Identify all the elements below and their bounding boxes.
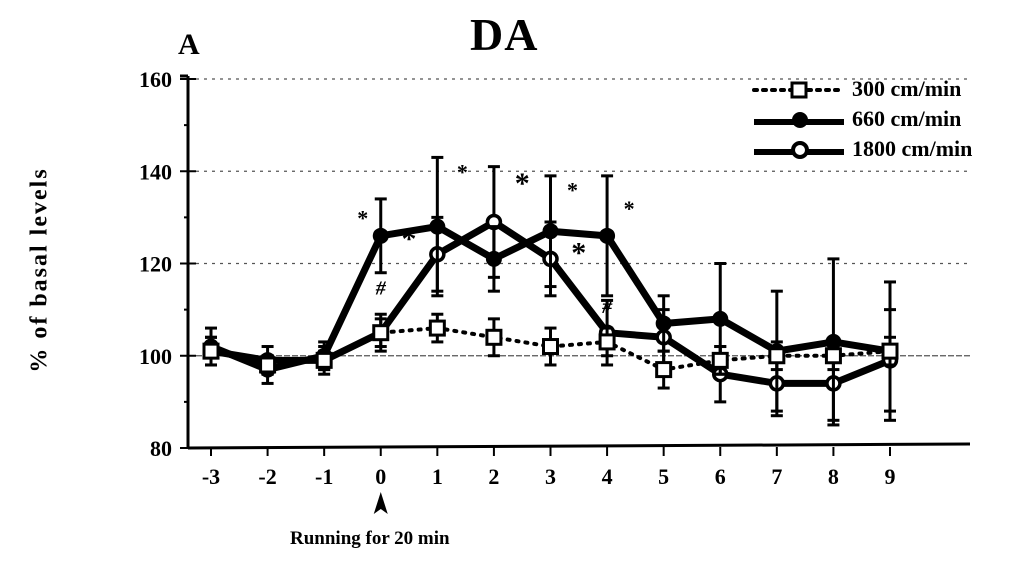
significance-asterisk: *	[567, 178, 578, 203]
y-tick-label: 160	[139, 67, 172, 92]
axes: 80 100 120 140 160 -3 -2 -1 0 1 2 3 4 5 6 7 8 9	[139, 67, 971, 514]
y-tick-label: 140	[139, 159, 172, 184]
open-square-marker-icon	[372, 324, 390, 342]
significance-asterisk: *	[357, 205, 368, 230]
x-tick-label: -3	[202, 464, 220, 489]
legend-label: 300 cm/min	[852, 76, 962, 101]
x-tick-label: 7	[771, 464, 782, 489]
significance-asterisk: *	[571, 236, 586, 269]
x-tick-label: -2	[258, 464, 276, 489]
x-tick-label: 8	[828, 464, 839, 489]
x-tick-label: 5	[658, 464, 669, 489]
y-tick-label: 100	[139, 344, 172, 369]
y-tick-label: 80	[150, 436, 172, 461]
open-square-marker-icon	[824, 347, 842, 365]
running-arrow-icon	[373, 492, 388, 514]
annotation-layer: * * * * * * * # #	[357, 159, 634, 318]
open-square-marker-icon	[655, 361, 673, 379]
filled-circle-marker-icon	[485, 250, 502, 267]
open-square-marker-icon	[542, 338, 559, 356]
open-square-marker-icon	[428, 319, 446, 337]
open-square-marker-icon	[315, 351, 333, 369]
open-square-marker-icon	[768, 347, 786, 365]
series-300-cm-min	[202, 312, 899, 390]
filled-circle-marker-icon	[712, 310, 729, 327]
x-tick-label: 3	[545, 464, 556, 489]
open-square-marker-icon	[711, 351, 729, 369]
significance-asterisk: *	[624, 196, 635, 221]
open-square-marker-icon	[752, 81, 846, 99]
filled-circle-marker-icon	[655, 315, 672, 332]
x-tick-label: 1	[432, 464, 443, 489]
legend-item-1800: 1800 cm/min	[752, 134, 1002, 164]
x-tick-label: 9	[885, 464, 896, 489]
open-square-marker-icon	[202, 342, 220, 360]
filled-circle-marker-icon	[754, 112, 844, 128]
y-tick-label: 120	[139, 252, 172, 277]
filled-circle-marker-icon	[599, 227, 616, 244]
legend-label: 1800 cm/min	[852, 136, 973, 161]
running-annotation: Running for 20 min	[290, 528, 450, 549]
open-square-marker-icon	[598, 333, 616, 351]
chart-title: DA	[470, 9, 539, 60]
x-tick-label: 6	[715, 464, 726, 489]
significance-hash: #	[375, 278, 387, 300]
legend-label: 660 cm/min	[852, 106, 962, 131]
significance-asterisk: *	[457, 159, 468, 184]
open-circle-marker-icon	[754, 141, 844, 159]
legend-item-660: 660 cm/min	[752, 104, 1002, 134]
filled-circle-marker-icon	[542, 223, 559, 240]
x-tick-label: 0	[375, 464, 386, 489]
filled-circle-marker-icon	[372, 227, 389, 244]
filled-circle-marker-icon	[429, 218, 446, 235]
panel-label: A	[178, 28, 200, 61]
significance-asterisk: *	[402, 222, 417, 255]
open-square-marker-icon	[485, 328, 503, 346]
open-square-marker-icon	[259, 356, 277, 374]
x-tick-label: 4	[602, 464, 613, 489]
significance-hash: #	[601, 296, 613, 318]
legend-item-300: 300 cm/min	[752, 74, 1002, 104]
legend: 300 cm/min 660 cm/min 1800 cm/min	[752, 74, 1002, 164]
series-layer	[202, 155, 899, 427]
open-square-marker-icon	[881, 342, 899, 360]
significance-asterisk: *	[515, 167, 530, 200]
x-tick-label: 2	[488, 464, 499, 489]
x-tick-label: -1	[315, 464, 333, 489]
x-axis-line	[187, 442, 971, 450]
